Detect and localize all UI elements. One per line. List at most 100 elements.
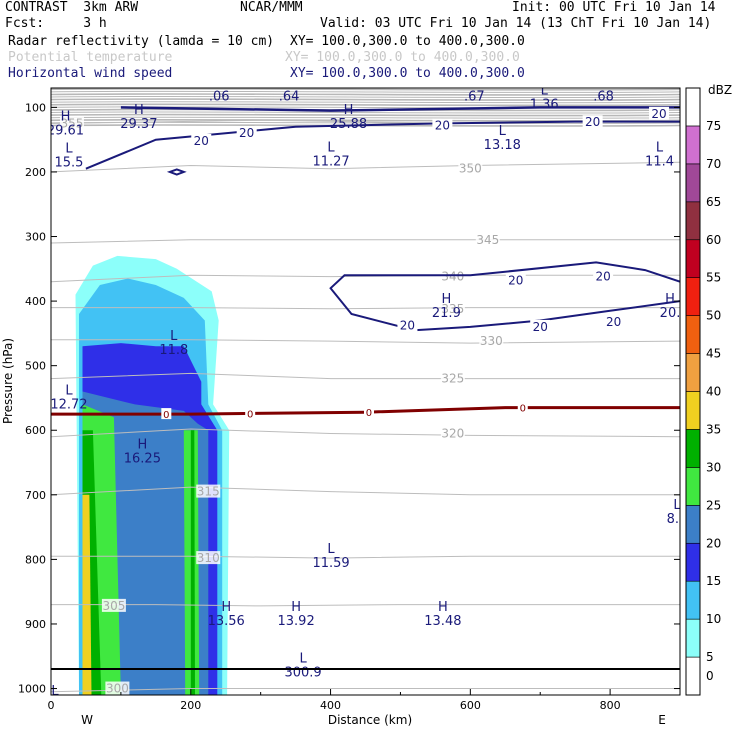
colorbar-bin-40 (685, 353, 701, 392)
reflectivity-fill (75, 255, 230, 695)
x-tick-label: 400 (320, 699, 341, 712)
extremum-value: 99.4 (41, 698, 70, 713)
colorbar-label-5: 5 (706, 650, 714, 664)
axes: 0 200 400 600 800100200300400500600700800900… (18, 101, 681, 712)
wind-contour-20-2 (166, 168, 187, 176)
theta-contour-315 (51, 486, 680, 496)
field-theta-xy: XY= 100.0,300.0 to 400.0,300.0 (285, 50, 520, 65)
colorbar-bin-50 (685, 277, 701, 316)
theta-label-bg (475, 232, 500, 246)
colorbar-bin-70 (685, 125, 701, 165)
extremum-value: 15.5 (55, 156, 84, 171)
theta-label-330: 330 (480, 334, 503, 348)
colorbar-label-40: 40 (706, 385, 721, 399)
colorbar-bin-55 (685, 239, 701, 278)
theta-contour-310 (51, 555, 680, 559)
colorbar-label-45: 45 (706, 347, 721, 361)
colorbar-frame (685, 87, 701, 696)
extremum-marker: L (216, 76, 224, 91)
colorbar-bin-75 (685, 87, 701, 127)
zero-label-bg (363, 406, 374, 418)
wind-label: 20 (435, 118, 450, 132)
x-tick-label: 200 (180, 699, 201, 712)
wind-label-bg (397, 318, 418, 332)
wind-label: 20 (595, 270, 610, 284)
extremum-marker: H (441, 292, 451, 307)
extremum-value: 20. (660, 306, 681, 321)
extremum-marker: L (600, 76, 608, 91)
theta-label-315: 315 (197, 485, 220, 499)
zero-label-bg (245, 407, 256, 419)
wind-label: 20 (651, 107, 666, 121)
theta-band-line (51, 88, 680, 91)
extremum-value: 1.36 (530, 97, 559, 112)
extremum-value: 29.37 (120, 117, 157, 132)
wind-contour-20-3 (120, 106, 680, 112)
colorbar-label-55: 55 (706, 271, 721, 285)
theta-band-line (51, 101, 680, 104)
theta-contour-320 (51, 428, 680, 438)
potential-temperature-contours: 300 305 310 315 320 325 330 335 340 345 350 355 (51, 116, 680, 696)
extremum-marker: L (51, 684, 59, 699)
y-tick-label: 400 (25, 295, 46, 308)
theta-label-bg (196, 484, 221, 498)
header-org: NCAR/MMM (240, 0, 303, 15)
header-forecast: Fcst: 3 h (5, 16, 107, 31)
extremum-value: 29.61 (47, 123, 84, 138)
zero-contour: 0 0 0 0 (51, 401, 680, 421)
theta-label-300: 300 (106, 682, 129, 696)
extremum-marker: H (291, 600, 301, 615)
colorbar-label-65: 65 (706, 195, 721, 209)
theta-label-350: 350 (459, 162, 482, 176)
extremum-value: .68 (593, 90, 614, 105)
zero-label: 0 (520, 404, 526, 415)
theta-band-line (51, 93, 680, 96)
colorbar-unit: dBZ (708, 83, 732, 97)
theta-label-bg (440, 301, 465, 315)
extremum-marker: H (221, 600, 231, 615)
colorbar-label-30: 30 (706, 460, 721, 474)
extremum-marker: L (673, 498, 681, 513)
colorbar-label-10: 10 (706, 612, 721, 626)
wind-label: 20 (533, 320, 548, 334)
zero-label: 0 (247, 409, 253, 420)
wind-label-bg (236, 126, 257, 140)
theta-label-bg (196, 551, 221, 565)
extremum-marker: H (344, 103, 354, 118)
extremum-marker: L (170, 329, 178, 344)
extremum-value: .06 (209, 90, 230, 105)
colorbar-label-35: 35 (706, 422, 721, 436)
extremum-marker: L (286, 76, 294, 91)
colorbar-bin-20 (685, 505, 701, 544)
extremum-value: 25.88 (330, 117, 367, 132)
theta-label-355: 355 (61, 117, 84, 131)
theta-label-335: 335 (441, 302, 464, 316)
theta-label-340: 340 (441, 270, 464, 284)
colorbar-label-75: 75 (706, 119, 721, 133)
colorbar-label-15: 15 (706, 574, 721, 588)
y-tick-label: 700 (25, 489, 46, 502)
wind-label-bg (191, 133, 212, 147)
extremum-marker: H (134, 103, 144, 118)
colorbar-bin-35 (685, 391, 701, 430)
extremum-value: 13.92 (278, 614, 315, 629)
theta-label-345: 345 (476, 233, 499, 247)
extremum-marker: L (656, 140, 664, 155)
extremum-value: 13.48 (424, 614, 461, 629)
x-tick-label: 600 (460, 699, 481, 712)
extremum-value: .64 (279, 90, 300, 105)
theta-label-bg (105, 681, 130, 695)
extremum-value: 11.8 (159, 343, 188, 358)
wind-contour-20-1 (329, 261, 680, 332)
wind-label: 20 (585, 115, 600, 129)
extremum-marker: L (299, 652, 307, 667)
extremum-marker: H (61, 109, 71, 124)
theta-label-320: 320 (441, 426, 464, 440)
wind-label-bg (432, 118, 453, 132)
theta-contour-335 (51, 307, 680, 310)
x-tick-label: 800 (600, 699, 621, 712)
extremum-value: 21.9 (432, 306, 461, 321)
x-end-label-west: W (81, 713, 93, 727)
plot-frame (50, 87, 681, 696)
